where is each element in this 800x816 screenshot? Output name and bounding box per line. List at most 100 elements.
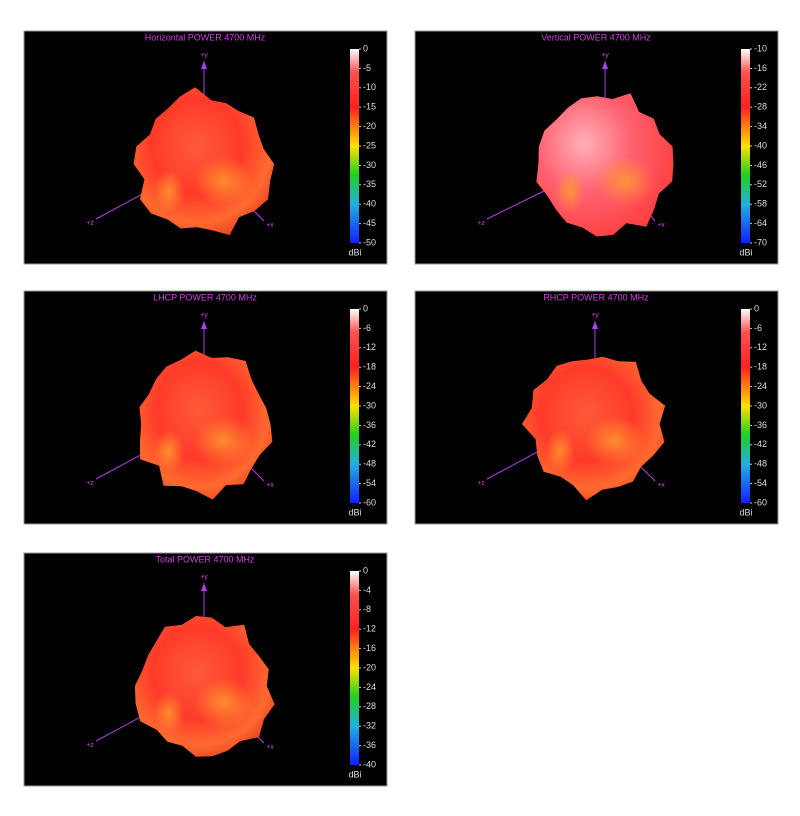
- highlight: [154, 691, 184, 735]
- axis-label: +z: [86, 480, 94, 487]
- highlight: [154, 169, 184, 213]
- colorbar-tick-label: -40: [363, 759, 376, 769]
- colorbar-tick-label: -30: [363, 400, 376, 410]
- colorbar-label: dBi: [348, 769, 361, 779]
- colorbar-tick-label: -54: [363, 478, 376, 488]
- axis-label: +z: [477, 480, 485, 487]
- panel-title: Vertical POWER 4700 MHz: [541, 32, 651, 42]
- panel: LHCP POWER 4700 MHz +y +z +x 0 -6 -12 -18 -24 -30…: [23, 290, 388, 525]
- axis-label: +x: [657, 482, 665, 489]
- highlight: [194, 416, 254, 466]
- highlight: [154, 429, 184, 473]
- colorbar-tick-label: -42: [363, 439, 376, 449]
- highlight: [194, 678, 254, 728]
- colorbar: [350, 49, 359, 243]
- colorbar-tick-label: -4: [363, 585, 371, 595]
- arrow: [201, 583, 207, 591]
- colorbar: [741, 309, 750, 503]
- colorbar-tick-label: -10: [754, 43, 767, 53]
- colorbar-tick-label: -28: [754, 102, 767, 112]
- colorbar-tick-label: -12: [754, 342, 767, 352]
- panel: Total POWER 4700 MHz +y +z +x 0 -4 -8 -12 -16 -20…: [23, 552, 388, 787]
- colorbar-tick-label: -8: [363, 604, 371, 614]
- axis-label: +x: [657, 222, 665, 229]
- colorbar-tick-label: -46: [754, 160, 767, 170]
- colorbar-tick-label: -16: [363, 643, 376, 653]
- arrow: [602, 61, 608, 69]
- colorbar-tick-label: -34: [754, 121, 767, 131]
- axis-label: +y: [200, 312, 208, 319]
- axis-label: +z: [477, 220, 485, 227]
- colorbar-tick-label: -58: [754, 199, 767, 209]
- colorbar-tick-label: -30: [363, 160, 376, 170]
- colorbar-tick-label: -28: [363, 701, 376, 711]
- colorbar-tick-label: -10: [363, 82, 376, 92]
- highlight: [194, 156, 254, 206]
- colorbar-tick-label: -6: [754, 323, 762, 333]
- highlight: [595, 156, 655, 206]
- colorbar-tick-label: -6: [363, 323, 371, 333]
- colorbar-tick-label: -40: [363, 199, 376, 209]
- axis-label: +x: [266, 222, 274, 229]
- arrow: [592, 321, 598, 329]
- colorbar-label: dBi: [739, 507, 752, 517]
- panel: Horizontal POWER 4700 MHz +y +z +x 0 -5 -10 -15…: [23, 30, 388, 265]
- colorbar-tick-label: -60: [754, 497, 767, 507]
- colorbar-tick-label: -64: [754, 218, 767, 228]
- colorbar-label: dBi: [739, 247, 752, 257]
- highlight: [545, 429, 575, 473]
- colorbar: [350, 309, 359, 503]
- colorbar-tick-label: -36: [363, 420, 376, 430]
- colorbar-tick-label: -36: [754, 420, 767, 430]
- colorbar-tick-label: -24: [363, 381, 376, 391]
- colorbar-tick-label: -15: [363, 102, 376, 112]
- colorbar-tick-label: -48: [363, 459, 376, 469]
- panel-title: LHCP POWER 4700 MHz: [153, 292, 257, 302]
- axis-label: +y: [200, 574, 208, 581]
- colorbar-tick-label: -24: [363, 682, 376, 692]
- colorbar-tick-label: -22: [754, 82, 767, 92]
- colorbar-tick-label: -25: [363, 140, 376, 150]
- colorbar-tick-label: -48: [754, 459, 767, 469]
- colorbar-tick-label: 0: [363, 303, 368, 313]
- colorbar-tick-label: 0: [363, 43, 368, 53]
- colorbar-tick-label: -45: [363, 218, 376, 228]
- axis-label: +y: [601, 52, 609, 59]
- colorbar: [350, 571, 359, 765]
- colorbar-tick-label: -16: [754, 63, 767, 73]
- colorbar-tick-label: 0: [754, 303, 759, 313]
- panel: RHCP POWER 4700 MHz +y +z +x 0 -6 -12 -18 -24 -30…: [414, 290, 779, 525]
- colorbar-tick-label: -70: [754, 237, 767, 247]
- colorbar-tick-label: -42: [754, 439, 767, 449]
- highlight: [585, 416, 645, 466]
- arrow: [201, 321, 207, 329]
- colorbar-tick-label: -20: [363, 121, 376, 131]
- colorbar-tick-label: -40: [754, 140, 767, 150]
- highlight: [555, 169, 585, 213]
- axis-label: +y: [591, 312, 599, 319]
- colorbar-tick-label: -32: [363, 721, 376, 731]
- axis-label: +z: [86, 742, 94, 749]
- colorbar-tick-label: -18: [754, 362, 767, 372]
- axis-label: +z: [86, 220, 94, 227]
- panel-title: RHCP POWER 4700 MHz: [543, 292, 649, 302]
- axis-label: +y: [200, 52, 208, 59]
- panel-title: Horizontal POWER 4700 MHz: [145, 32, 266, 42]
- colorbar-tick-label: -60: [363, 497, 376, 507]
- panel-title: Total POWER 4700 MHz: [155, 554, 255, 564]
- axis-label: +x: [266, 482, 274, 489]
- colorbar-tick-label: -5: [363, 63, 371, 73]
- colorbar-tick-label: -12: [363, 342, 376, 352]
- colorbar-label: dBi: [348, 507, 361, 517]
- colorbar-tick-label: -36: [363, 740, 376, 750]
- colorbar-tick-label: -52: [754, 179, 767, 189]
- colorbar-label: dBi: [348, 247, 361, 257]
- colorbar-tick-label: -24: [754, 381, 767, 391]
- panel: Vertical POWER 4700 MHz +y +z +x -10 -16 -22 -2…: [414, 30, 779, 265]
- colorbar-tick-label: -35: [363, 179, 376, 189]
- colorbar-tick-label: -20: [363, 662, 376, 672]
- colorbar-tick-label: -30: [754, 400, 767, 410]
- axis-label: +x: [266, 744, 274, 751]
- colorbar-tick-label: 0: [363, 565, 368, 575]
